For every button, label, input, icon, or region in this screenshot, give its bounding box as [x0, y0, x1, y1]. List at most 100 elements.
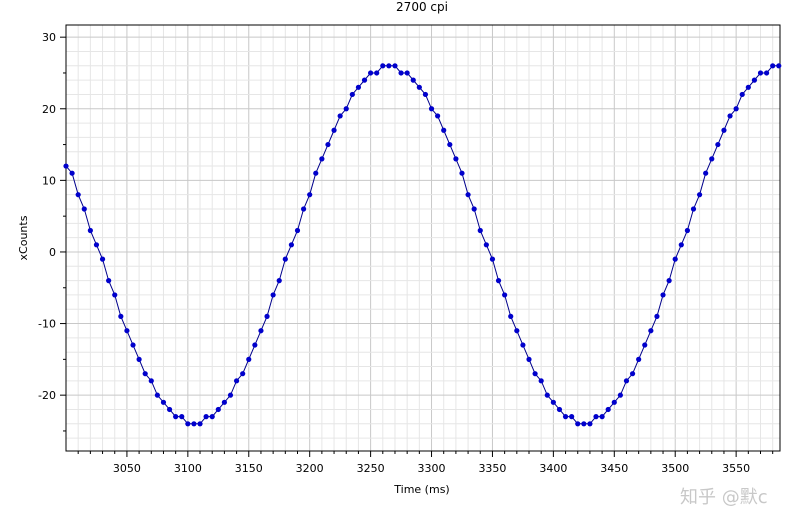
data-point — [678, 242, 684, 248]
x-tick-label: 3100 — [174, 462, 202, 475]
data-point — [526, 356, 532, 362]
data-point — [502, 292, 508, 298]
data-point — [221, 399, 227, 405]
data-point — [569, 414, 575, 420]
data-point — [629, 371, 636, 377]
x-tick-label: 3350 — [478, 462, 506, 475]
data-point — [313, 170, 319, 176]
data-point — [599, 414, 605, 420]
data-point — [404, 70, 410, 76]
x-tick-label: 3400 — [539, 462, 567, 475]
data-point — [733, 106, 739, 112]
data-point — [398, 70, 404, 76]
data-point — [727, 113, 733, 119]
x-tick-label: 3500 — [661, 462, 689, 475]
data-point — [745, 84, 751, 90]
data-point — [611, 399, 617, 405]
data-point — [355, 84, 362, 90]
grid — [66, 25, 780, 451]
data-point — [410, 77, 416, 83]
y-tick-label: 20 — [42, 103, 56, 116]
chart-title: 2700 cpi — [396, 0, 448, 14]
data-point — [93, 242, 100, 248]
data-point — [294, 227, 301, 234]
data-point — [763, 70, 770, 76]
data-point — [81, 206, 87, 212]
data-point — [672, 256, 678, 262]
data-point — [422, 91, 429, 98]
data-point — [203, 414, 209, 420]
data-point — [252, 342, 258, 348]
data-point — [325, 141, 331, 148]
data-point — [514, 328, 520, 334]
data-point — [69, 170, 75, 176]
data-point — [757, 70, 764, 76]
data-point — [538, 378, 544, 384]
data-point — [282, 256, 288, 262]
x-tick-label: 3200 — [296, 462, 324, 475]
data-point — [623, 378, 630, 384]
data-point — [666, 278, 672, 284]
data-point — [270, 292, 276, 298]
data-point — [63, 163, 69, 169]
data-point — [709, 156, 715, 162]
series-line — [65, 65, 779, 425]
data-point — [118, 313, 124, 319]
data-point — [459, 170, 465, 176]
data-point — [721, 127, 727, 133]
watermark: 知乎 @默c — [680, 487, 768, 507]
data-point — [300, 206, 307, 212]
data-point — [715, 141, 721, 148]
data-point — [562, 414, 569, 420]
data-point — [690, 206, 697, 212]
x-tick-label: 3550 — [722, 462, 750, 475]
data-point — [288, 242, 295, 248]
data-point — [739, 91, 745, 98]
data-point — [441, 127, 447, 133]
data-point — [593, 414, 599, 420]
data-series — [63, 63, 782, 427]
data-point — [343, 106, 349, 112]
data-point — [435, 113, 441, 119]
data-point — [636, 356, 642, 362]
data-point — [75, 192, 81, 198]
x-tick-label: 3050 — [113, 462, 141, 475]
data-point — [544, 392, 550, 398]
data-point — [337, 113, 343, 119]
data-point — [751, 77, 758, 83]
data-point — [453, 156, 459, 162]
data-point — [483, 242, 489, 248]
data-point — [215, 406, 221, 413]
data-point — [166, 406, 173, 413]
y-tick-label: -20 — [38, 389, 56, 402]
data-point — [349, 91, 355, 98]
data-point — [380, 63, 386, 69]
data-point — [319, 156, 325, 162]
x-tick-label: 3300 — [418, 462, 446, 475]
y-tick-label: -10 — [38, 318, 56, 331]
x-tick-label: 3250 — [357, 462, 385, 475]
data-point — [575, 421, 581, 427]
data-point — [240, 371, 246, 377]
data-point — [374, 70, 380, 76]
data-point — [160, 399, 167, 405]
data-point — [331, 127, 337, 133]
data-point — [87, 227, 93, 234]
data-point — [368, 70, 374, 76]
data-point — [508, 313, 514, 319]
data-point — [660, 292, 666, 298]
data-point — [124, 328, 130, 334]
plot-frame — [65, 24, 781, 452]
data-point — [264, 313, 270, 319]
data-point — [447, 141, 453, 148]
data-point — [276, 278, 282, 284]
data-point — [246, 356, 252, 362]
data-point — [703, 170, 709, 176]
data-point — [428, 106, 435, 112]
data-point — [307, 192, 313, 198]
data-point — [654, 313, 660, 319]
data-point — [112, 292, 118, 298]
data-point — [130, 342, 136, 348]
data-point — [233, 378, 240, 384]
